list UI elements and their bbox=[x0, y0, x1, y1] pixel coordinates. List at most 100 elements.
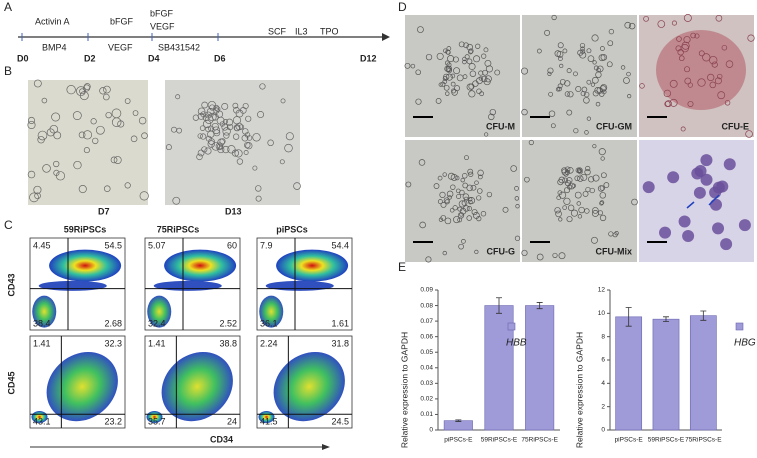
cell bbox=[510, 165, 517, 172]
cell bbox=[461, 238, 466, 244]
cell bbox=[445, 49, 451, 55]
cell bbox=[477, 174, 483, 180]
colony-label: CFU-M bbox=[486, 121, 515, 131]
cell bbox=[698, 50, 705, 57]
cell bbox=[606, 61, 613, 68]
cell bbox=[449, 207, 455, 213]
cell bbox=[437, 175, 443, 181]
cell bbox=[479, 91, 485, 97]
stage-factor: bFGF bbox=[150, 8, 174, 18]
cell bbox=[244, 141, 251, 149]
cell bbox=[419, 221, 426, 229]
cell bbox=[711, 61, 718, 68]
cell bbox=[536, 48, 542, 54]
cell bbox=[557, 42, 564, 49]
cell bbox=[447, 55, 455, 63]
cell bbox=[440, 215, 447, 221]
cell bbox=[462, 59, 467, 65]
cell bbox=[566, 177, 573, 184]
cell bbox=[245, 142, 253, 150]
cell bbox=[562, 177, 569, 184]
cell bbox=[214, 106, 221, 112]
cell bbox=[443, 197, 450, 204]
cell bbox=[714, 77, 722, 85]
cell bbox=[33, 79, 42, 88]
cell bbox=[586, 48, 592, 54]
arrow bbox=[708, 194, 720, 206]
cell bbox=[627, 94, 632, 99]
cell bbox=[467, 49, 473, 55]
cell bbox=[717, 91, 726, 100]
quadrant-value: 7.9 bbox=[260, 240, 273, 250]
stained-cell bbox=[691, 167, 704, 180]
cell bbox=[207, 140, 215, 148]
cell bbox=[457, 217, 463, 223]
cell bbox=[211, 122, 219, 131]
timeline-arrow bbox=[382, 33, 390, 41]
cell bbox=[599, 46, 605, 51]
stained-cell bbox=[667, 171, 680, 184]
cell bbox=[216, 116, 225, 125]
stage-factor: SCF bbox=[268, 26, 287, 36]
cell bbox=[236, 158, 244, 165]
cell bbox=[103, 85, 111, 94]
quadrant-value: 36.1 bbox=[260, 318, 278, 328]
cell bbox=[564, 169, 570, 175]
cell bbox=[252, 133, 261, 142]
cell bbox=[480, 210, 487, 217]
cell bbox=[577, 214, 583, 219]
cell bbox=[231, 149, 239, 157]
cell bbox=[468, 171, 474, 177]
cell bbox=[446, 46, 452, 51]
cell bbox=[724, 100, 731, 106]
cell bbox=[715, 14, 723, 22]
arrow bbox=[686, 201, 695, 209]
y-axis-label: Relative expression to GAPDH bbox=[574, 332, 584, 448]
cell bbox=[404, 62, 411, 69]
micrograph-label: D7 bbox=[98, 206, 110, 216]
micrograph bbox=[165, 80, 300, 205]
cell bbox=[196, 153, 203, 161]
cell bbox=[631, 198, 638, 206]
cell bbox=[110, 156, 118, 164]
cell bbox=[227, 145, 236, 154]
cell bbox=[435, 98, 442, 104]
cell bbox=[90, 118, 97, 125]
quadrant-value: 2.52 bbox=[219, 318, 237, 328]
cell bbox=[547, 67, 554, 74]
cell bbox=[664, 100, 671, 108]
cell bbox=[454, 175, 460, 181]
cell bbox=[502, 206, 509, 213]
quadrant-value: 4.45 bbox=[33, 240, 51, 250]
quadrant-value: 32.3 bbox=[104, 338, 122, 348]
cell bbox=[536, 253, 544, 261]
cell bbox=[548, 110, 556, 117]
cell bbox=[559, 63, 564, 69]
quadrant-value: 1.41 bbox=[33, 338, 51, 348]
density bbox=[273, 351, 345, 422]
panel-label: C bbox=[4, 218, 13, 232]
cell bbox=[51, 112, 61, 122]
cell bbox=[415, 98, 422, 105]
cell bbox=[141, 132, 148, 139]
cell bbox=[671, 20, 677, 26]
cell bbox=[410, 63, 416, 69]
cell bbox=[599, 214, 607, 222]
cell bbox=[687, 100, 694, 107]
cell bbox=[418, 159, 426, 166]
cell bbox=[584, 130, 589, 135]
quadrant-value: 2.24 bbox=[260, 338, 278, 348]
cell bbox=[447, 195, 452, 200]
stained-cell bbox=[682, 230, 695, 243]
cell bbox=[555, 210, 562, 218]
cell bbox=[438, 82, 443, 87]
cell bbox=[599, 201, 604, 206]
cell bbox=[521, 249, 528, 257]
cell bbox=[709, 55, 718, 65]
cell bbox=[588, 176, 595, 183]
cell bbox=[591, 236, 598, 244]
cell bbox=[446, 190, 454, 198]
bar bbox=[689, 315, 717, 431]
y-tick-label: 0.05 bbox=[420, 349, 433, 356]
cell bbox=[591, 34, 599, 42]
